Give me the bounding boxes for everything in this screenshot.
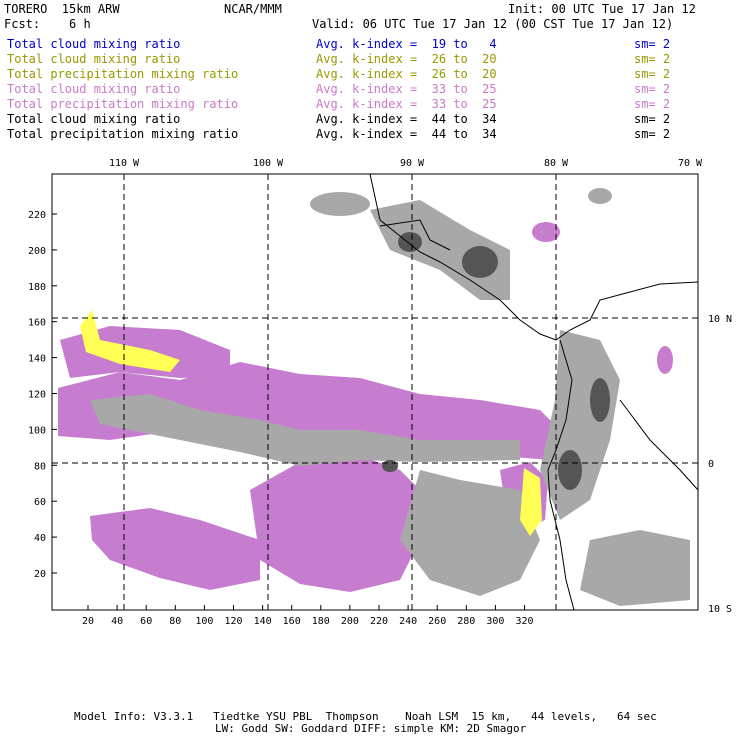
legend-sm-3: sm= 2 bbox=[634, 82, 671, 96]
forecast-hour: Fcst: 6 h bbox=[4, 17, 91, 31]
cloud-gray-ne bbox=[588, 188, 612, 204]
legend-sm-0: sm= 2 bbox=[634, 37, 671, 51]
legend-kindex-2: Avg. k-index = 26 to 20 bbox=[316, 67, 497, 81]
legend-kindex-4: Avg. k-index = 33 to 25 bbox=[316, 97, 497, 111]
y-tick-label-10: 220 bbox=[28, 210, 46, 221]
legend-field-5: Total cloud mixing ratio bbox=[7, 112, 181, 126]
x-tick-label-2: 60 bbox=[140, 616, 152, 627]
x-tick-label-3: 80 bbox=[169, 616, 181, 627]
lat-label-0: 10 N bbox=[708, 314, 732, 325]
precip-core-4 bbox=[398, 232, 422, 252]
cloud-band-north bbox=[58, 362, 560, 462]
legend-field-3: Total cloud mixing ratio bbox=[7, 82, 181, 96]
precip-yellow-east bbox=[520, 468, 542, 536]
legend-sm-1: sm= 2 bbox=[634, 52, 671, 66]
precip-core-1 bbox=[558, 450, 582, 490]
precip-core-2 bbox=[590, 378, 610, 422]
x-tick-label-8: 180 bbox=[312, 616, 330, 627]
y-tick-label-5: 120 bbox=[28, 390, 46, 401]
x-tick-label-11: 240 bbox=[399, 616, 417, 627]
center-label: NCAR/MMM bbox=[224, 2, 282, 16]
x-tick-label-14: 300 bbox=[486, 616, 504, 627]
cloud-caribbean bbox=[532, 222, 560, 242]
y-tick-label-4: 100 bbox=[28, 425, 46, 436]
lon-label-0: 110 W bbox=[109, 158, 140, 169]
x-tick-label-12: 260 bbox=[428, 616, 446, 627]
x-tick-label-6: 140 bbox=[254, 616, 272, 627]
x-tick-label-0: 20 bbox=[82, 616, 94, 627]
lon-label-4: 70 W bbox=[678, 158, 703, 169]
legend-kindex-0: Avg. k-index = 19 to 4 bbox=[316, 37, 497, 51]
legend-sm-4: sm= 2 bbox=[634, 97, 671, 111]
precip-yellow-west bbox=[80, 310, 180, 372]
cloud-gray-southeast bbox=[400, 470, 540, 596]
init-time: Init: 00 UTC Tue 17 Jan 12 bbox=[508, 2, 696, 16]
cloud-andes bbox=[657, 346, 673, 374]
model-title: TORERO 15km ARW bbox=[4, 2, 120, 16]
legend-field-1: Total cloud mixing ratio bbox=[7, 52, 181, 66]
map-frame bbox=[51, 173, 699, 611]
legend-kindex-5: Avg. k-index = 44 to 34 bbox=[316, 112, 497, 126]
lon-label-1: 100 W bbox=[253, 158, 284, 169]
y-tick-label-6: 140 bbox=[28, 354, 46, 365]
precip-core-5 bbox=[382, 460, 398, 472]
legend-field-2: Total precipitation mixing ratio bbox=[7, 67, 239, 81]
y-tick-label-8: 180 bbox=[28, 282, 46, 293]
coastline-yucatan bbox=[379, 219, 451, 251]
y-tick-label-9: 200 bbox=[28, 246, 46, 257]
cloud-gray-south bbox=[580, 530, 690, 606]
precip-core-3 bbox=[462, 246, 498, 278]
legend-kindex-3: Avg. k-index = 33 to 25 bbox=[316, 82, 497, 96]
valid-time: Valid: 06 UTC Tue 17 Jan 12 (00 CST Tue … bbox=[312, 17, 674, 31]
legend-field-4: Total precipitation mixing ratio bbox=[7, 97, 239, 111]
y-tick-label-0: 20 bbox=[34, 569, 46, 580]
model-info-line1: Model Info: V3.3.1 Tiedtke YSU PBL Thomp… bbox=[74, 710, 657, 723]
cloud-band-south-central bbox=[250, 452, 430, 592]
legend-field-6: Total precipitation mixing ratio bbox=[7, 127, 239, 141]
cloud-band-south-west bbox=[90, 508, 260, 590]
x-tick-label-9: 200 bbox=[341, 616, 359, 627]
x-tick-label-10: 220 bbox=[370, 616, 388, 627]
lon-label-3: 80 W bbox=[544, 158, 569, 169]
lat-label-2: 10 S bbox=[708, 604, 732, 615]
coastline-south-america bbox=[547, 339, 575, 611]
x-tick-label-4: 100 bbox=[195, 616, 213, 627]
x-tick-label-7: 160 bbox=[283, 616, 301, 627]
y-tick-label-7: 160 bbox=[28, 318, 46, 329]
legend-sm-5: sm= 2 bbox=[634, 112, 671, 126]
y-tick-label-3: 80 bbox=[34, 461, 46, 472]
legend-sm-6: sm= 2 bbox=[634, 127, 671, 141]
x-tick-label-5: 120 bbox=[224, 616, 242, 627]
model-info-line2: LW: Godd SW: Goddard DIFF: simple KM: 2D… bbox=[215, 722, 527, 735]
border-inland bbox=[619, 399, 699, 491]
y-tick-label-2: 60 bbox=[34, 497, 46, 508]
field-layer bbox=[58, 188, 690, 606]
x-tick-label-13: 280 bbox=[457, 616, 475, 627]
lon-label-2: 90 W bbox=[400, 158, 425, 169]
lat-label-1: 0 bbox=[708, 459, 714, 470]
legend-kindex-6: Avg. k-index = 44 to 34 bbox=[316, 127, 497, 141]
legend-kindex-1: Avg. k-index = 26 to 20 bbox=[316, 52, 497, 66]
legend-sm-2: sm= 2 bbox=[634, 67, 671, 81]
y-tick-label-1: 40 bbox=[34, 533, 46, 544]
cloud-gray-andes bbox=[540, 330, 620, 520]
legend-field-0: Total cloud mixing ratio bbox=[7, 37, 181, 51]
x-tick-label-1: 40 bbox=[111, 616, 123, 627]
cloud-gray-north bbox=[310, 192, 370, 216]
x-tick-label-15: 320 bbox=[515, 616, 533, 627]
coastline-central-america bbox=[369, 173, 699, 341]
